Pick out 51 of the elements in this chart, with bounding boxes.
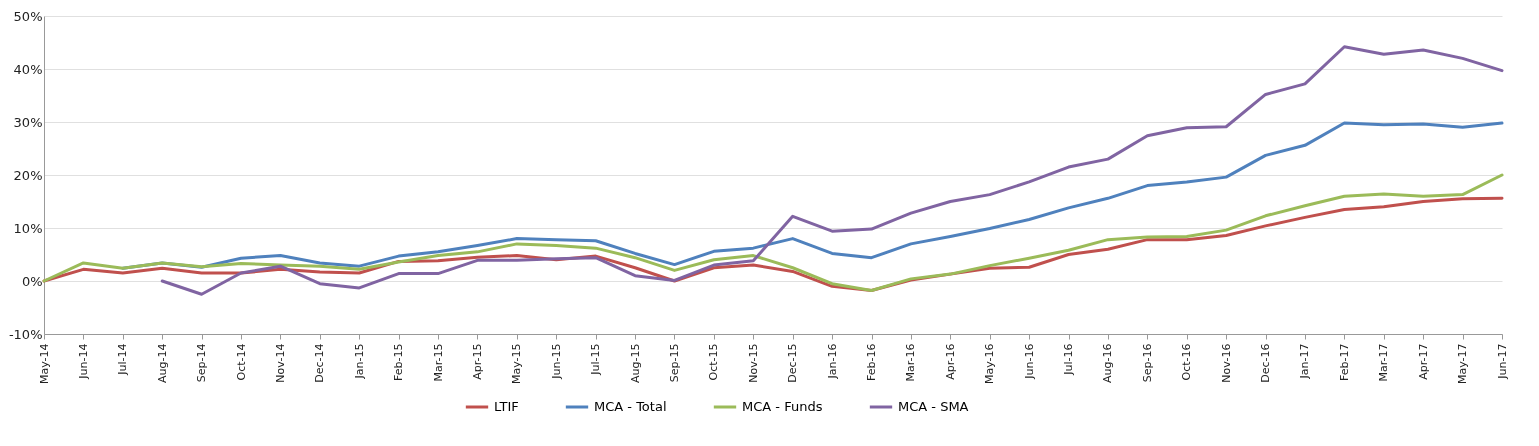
x-tick-label: Feb-15	[392, 343, 406, 381]
x-tick-label: Dec-14	[313, 343, 327, 383]
x-tick-label: Mar-15	[431, 343, 445, 382]
x-tick-label: Aug-15	[628, 343, 642, 383]
x-tick-label: May-14	[37, 343, 51, 385]
x-tick-label: Jun-14	[76, 343, 90, 380]
x-tick-label: Jan-15	[352, 343, 366, 380]
legend-label: MCA - Total	[594, 399, 667, 414]
y-tick-label: 10%	[13, 220, 43, 236]
x-tick-label: Nov-16	[1219, 343, 1233, 383]
x-tick-label: Nov-14	[273, 343, 287, 383]
y-tick-label: 30%	[13, 114, 43, 130]
x-tick-label: Aug-14	[155, 343, 169, 383]
x-tick-label: Jul-16	[1062, 343, 1076, 376]
x-tick-label: Apr-17	[1416, 343, 1430, 380]
x-tick-label: Jul-14	[116, 343, 130, 376]
x-tick-label: Aug-16	[1101, 343, 1115, 383]
x-tick-label: Jun-17	[1495, 343, 1509, 380]
x-tick-label: May-17	[1456, 343, 1470, 385]
legend-label: MCA - SMA	[898, 399, 969, 414]
x-tick-label: Jun-15	[549, 343, 563, 380]
x-tick-label: Apr-16	[943, 343, 957, 380]
x-tick-label: Mar-16	[904, 343, 918, 382]
x-tick-label: Sep-14	[195, 343, 209, 383]
x-tick-label: Sep-16	[1140, 343, 1154, 383]
x-tick-label: Oct-14	[234, 343, 248, 381]
y-tick-label: 50%	[13, 8, 43, 24]
x-tick-label: Nov-15	[746, 343, 760, 383]
x-tick-label: Jun-16	[1022, 343, 1036, 380]
x-tick-label: Oct-16	[1180, 343, 1194, 381]
line-series	[160, 45, 1504, 296]
line-series	[42, 173, 1504, 293]
y-tick-label: 20%	[13, 167, 43, 183]
x-tick-label: Feb-16	[865, 343, 879, 381]
x-tick-label: Jan-16	[825, 343, 839, 380]
y-tick-label: 0%	[21, 273, 43, 289]
x-tick-label: Mar-17	[1377, 343, 1391, 382]
x-tick-label: May-15	[510, 343, 524, 385]
x-tick-label: Jul-15	[589, 343, 603, 376]
x-tick-label: May-16	[983, 343, 997, 385]
x-tick-label: Feb-17	[1337, 343, 1351, 381]
x-tick-label: Dec-15	[786, 343, 800, 383]
x-tick-label: Oct-15	[707, 343, 721, 381]
x-tick-label: Jan-17	[1298, 343, 1312, 380]
y-tick-label: -10%	[8, 326, 43, 342]
legend-label: LTIF	[494, 399, 519, 414]
x-tick-label: Sep-15	[667, 343, 681, 383]
x-tick-label: Apr-15	[470, 343, 484, 380]
y-tick-label: 40%	[13, 61, 43, 77]
legend-label: MCA - Funds	[742, 399, 823, 414]
x-tick-label: Dec-16	[1259, 343, 1273, 383]
